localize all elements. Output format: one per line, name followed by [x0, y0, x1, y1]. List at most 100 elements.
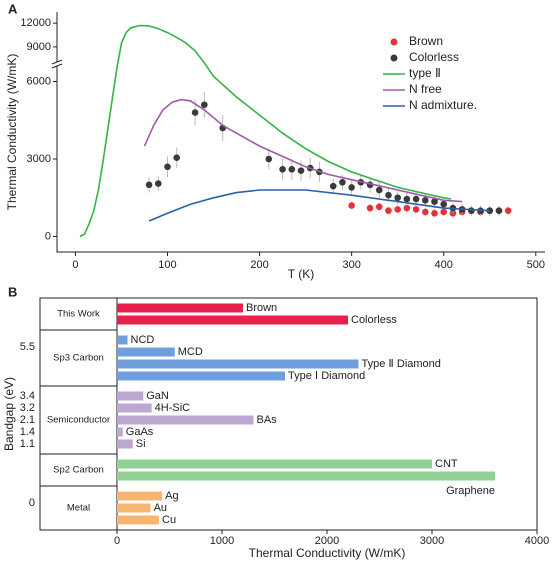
- data-point: [468, 207, 475, 214]
- bandgap-label: 1.4: [20, 426, 35, 438]
- bar: [117, 503, 151, 513]
- panel-label: A: [8, 1, 18, 16]
- y-axis-label: Thermal Conductivity (W/mK): [5, 54, 19, 211]
- bar-label: MCD: [178, 346, 203, 358]
- bandgap-label: 3.2: [20, 402, 35, 414]
- group-name: Sp3 Carbon: [53, 353, 104, 364]
- data-point: [422, 208, 429, 216]
- data-point: [288, 166, 296, 173]
- bar: [117, 459, 432, 469]
- bandgap-label: 0: [29, 497, 35, 509]
- bar-label: GaN: [146, 390, 169, 402]
- data-point: [329, 182, 337, 190]
- bar: [117, 403, 152, 413]
- data-point: [201, 101, 208, 109]
- bar: [117, 303, 243, 313]
- data-point: [495, 207, 503, 214]
- data-point: [366, 204, 374, 212]
- x-tick-label: 500: [527, 259, 545, 271]
- bar-label: Au: [154, 502, 167, 514]
- data-point: [403, 204, 411, 212]
- y-axis-label: Bandgap (eV): [2, 377, 16, 451]
- y-tick-label: 9000: [27, 41, 51, 53]
- bar: [117, 439, 133, 449]
- legend-label: Brown: [409, 34, 443, 48]
- data-point: [265, 155, 273, 163]
- bandgap-label: 2.1: [20, 414, 35, 426]
- bar-label: 4H-SiC: [155, 402, 191, 414]
- bar: [117, 359, 359, 369]
- data-line: [148, 189, 490, 222]
- bar-label: GaAs: [126, 426, 154, 438]
- data-point: [297, 167, 305, 174]
- data-point: [348, 202, 355, 209]
- data-point: [164, 163, 171, 171]
- data-point: [279, 166, 286, 173]
- x-tick-label: 0: [114, 535, 120, 547]
- panel-label: B: [8, 284, 17, 299]
- x-axis-label: T (K): [288, 267, 314, 281]
- plot-frame: [39, 297, 538, 531]
- bar-label: Si: [136, 438, 146, 450]
- bar-label: Cu: [162, 514, 176, 526]
- data-point: [394, 194, 401, 202]
- group-name: This Work: [57, 309, 100, 320]
- bandgap-label: 1.1: [20, 438, 35, 450]
- x-tick-label: 0: [72, 259, 78, 271]
- axis-line: [56, 12, 545, 253]
- data-point: [403, 195, 411, 203]
- bandgap-label: 5.5: [20, 341, 35, 353]
- bar-label: BAs: [257, 414, 278, 426]
- legend-label: N admixture.: [409, 98, 477, 112]
- bar: [117, 335, 128, 345]
- data-point: [431, 198, 438, 205]
- x-tick-label: 4000: [525, 535, 549, 547]
- legend-label: type Ⅱ: [409, 66, 441, 80]
- x-tick-label: 1000: [210, 535, 234, 547]
- x-axis-label: Thermal Conductivity (W/mK): [249, 546, 406, 560]
- group-name: Sp2 Carbon: [53, 465, 104, 476]
- data-line: [143, 98, 463, 203]
- bar-label: Brown: [246, 302, 277, 314]
- data-point: [385, 191, 392, 199]
- data-point: [412, 206, 420, 213]
- y-tick-label: 12000: [20, 17, 51, 29]
- data-point: [173, 154, 180, 162]
- bar: [117, 491, 163, 501]
- bar-label: NCD: [131, 334, 155, 346]
- y-tick-label: 3000: [27, 153, 51, 165]
- data-point: [422, 197, 429, 204]
- axis-break: [51, 59, 63, 69]
- legend-label: Colorless: [409, 50, 459, 64]
- bar: [117, 427, 123, 437]
- data-point: [440, 200, 448, 208]
- bar-label: CNT: [435, 458, 458, 470]
- group-name: Metal: [67, 503, 90, 514]
- x-tick-label: 400: [435, 259, 453, 271]
- bar: [117, 515, 159, 525]
- bar: [117, 471, 495, 481]
- data-point: [385, 207, 392, 214]
- data-point: [394, 206, 401, 213]
- bar-label: Type Ⅱ Diamond: [362, 358, 441, 370]
- data-point: [375, 186, 383, 194]
- data-point: [375, 203, 383, 211]
- bandgap-label: 3.4: [20, 390, 35, 402]
- data-point: [504, 207, 512, 214]
- x-tick-label: 2000: [315, 535, 339, 547]
- legend-label: N free: [409, 82, 442, 96]
- x-tick-label: 3000: [420, 535, 444, 547]
- data-point: [154, 180, 162, 187]
- y-tick-label: 0: [45, 230, 51, 242]
- x-tick-label: 100: [158, 259, 176, 271]
- legend-marker: [390, 54, 398, 62]
- group-name: Semiconductor: [47, 415, 110, 426]
- bar: [117, 391, 144, 401]
- data-line: [79, 24, 452, 238]
- data-point: [431, 209, 438, 217]
- data-point: [412, 195, 420, 203]
- x-tick-label: 200: [250, 259, 268, 271]
- bar-label: Colorless: [351, 314, 397, 326]
- bar-label: Graphene: [446, 485, 495, 497]
